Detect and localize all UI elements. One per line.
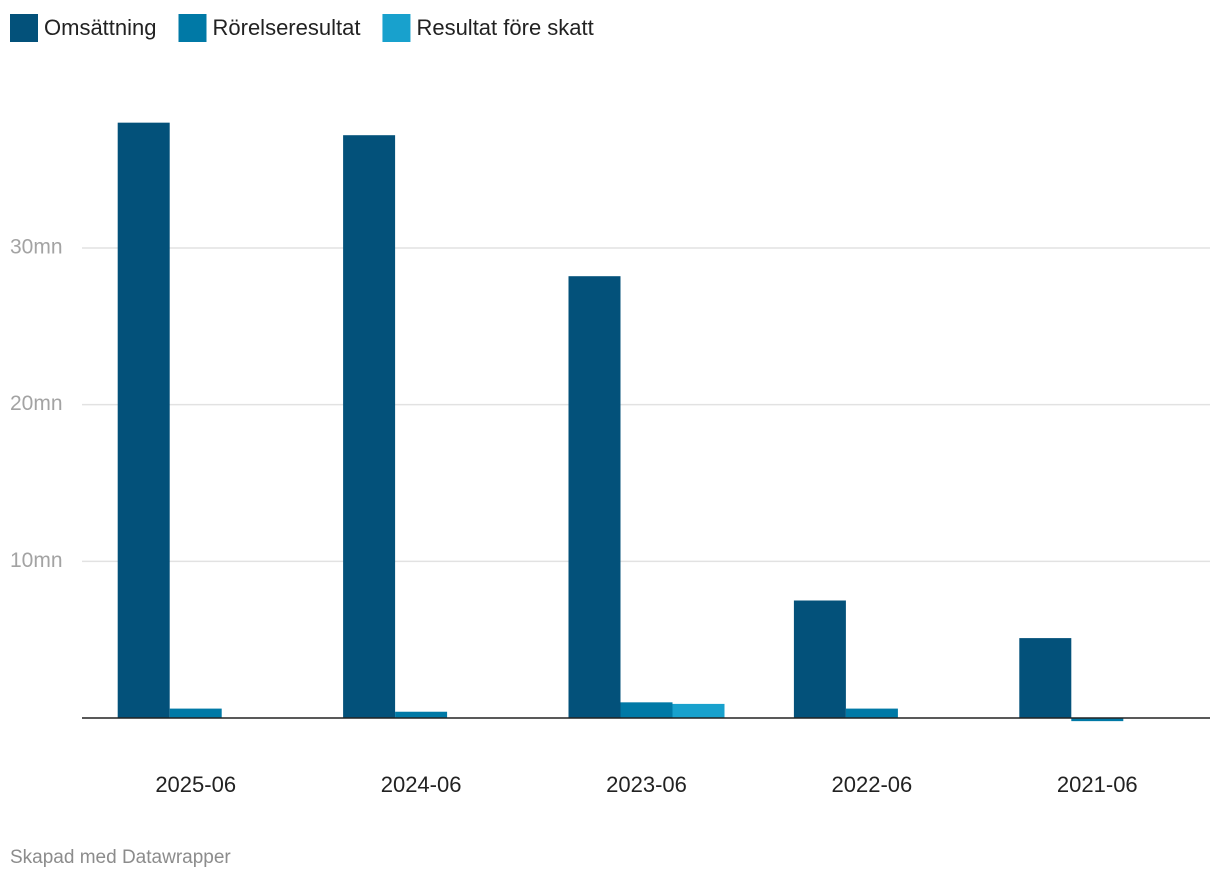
legend-swatch bbox=[382, 14, 411, 42]
x-tick-label: 2021-06 bbox=[1057, 772, 1138, 797]
bar bbox=[845, 708, 898, 718]
bar bbox=[568, 276, 621, 718]
y-tick-label: 20mn bbox=[10, 392, 63, 415]
bar bbox=[793, 600, 846, 718]
legend-label: Omsättning bbox=[44, 15, 157, 40]
legend-label: Resultat före skatt bbox=[416, 15, 593, 40]
legend-swatch bbox=[10, 14, 38, 42]
x-tick-label: 2025-06 bbox=[155, 772, 236, 797]
bar bbox=[672, 703, 725, 718]
x-tick-label: 2022-06 bbox=[832, 772, 913, 797]
legend-label: Rörelseresultat bbox=[213, 15, 361, 40]
legend-swatch bbox=[178, 14, 207, 42]
bar bbox=[395, 711, 448, 718]
bar bbox=[343, 135, 396, 718]
y-tick-label: 10mn bbox=[10, 549, 63, 572]
bar bbox=[117, 122, 170, 718]
bar bbox=[1071, 718, 1124, 722]
bar bbox=[169, 708, 222, 718]
footer: Skapad med Datawrapper bbox=[10, 847, 231, 868]
x-tick-label: 2023-06 bbox=[606, 772, 687, 797]
y-tick-label: 30mn bbox=[10, 236, 63, 259]
bar bbox=[620, 702, 673, 718]
x-tick-label: 2024-06 bbox=[381, 772, 462, 797]
bar bbox=[1019, 638, 1072, 718]
